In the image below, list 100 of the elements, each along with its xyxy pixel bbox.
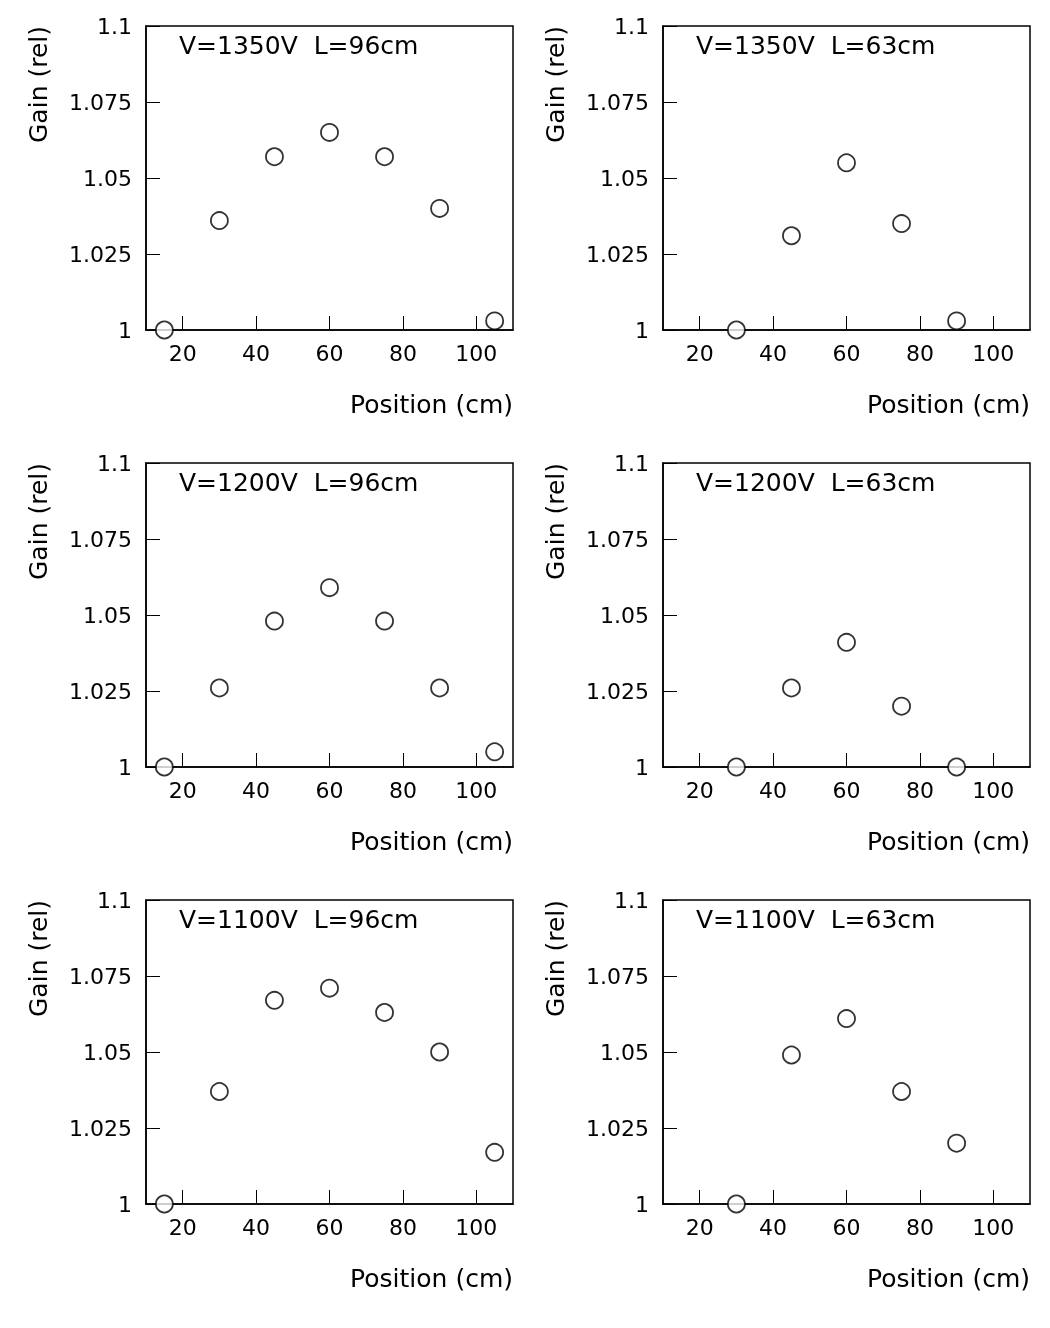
y-axis-title: Gain (rel) — [541, 900, 570, 1017]
y-tick-label: 1.075 — [586, 526, 649, 552]
x-tick-label: 60 — [315, 1214, 344, 1240]
y-tick-label: 1.075 — [586, 89, 649, 115]
x-tick-label: 80 — [905, 340, 934, 366]
x-tick-label: 60 — [832, 777, 861, 803]
chart-title: V=1350V L=63cm — [696, 31, 936, 60]
point — [727, 320, 746, 340]
point — [375, 1003, 394, 1022]
point — [320, 978, 339, 998]
y-tick-label: 1.05 — [600, 165, 649, 191]
x-tick-label: 100 — [455, 340, 498, 366]
point — [210, 1082, 229, 1101]
point — [430, 678, 449, 698]
y-tick-label: 1.1 — [97, 887, 132, 913]
x-tick-label: 40 — [759, 1214, 788, 1240]
x-tick-label: 60 — [315, 777, 344, 803]
point — [947, 311, 966, 331]
y-tick-label: 1.025 — [586, 241, 649, 267]
point — [727, 757, 746, 777]
y-tick-label: 1 — [118, 1191, 132, 1217]
point — [892, 214, 911, 233]
y-tick-label: 1.1 — [97, 13, 132, 39]
point — [320, 578, 339, 598]
y-tick-label: 1.075 — [69, 963, 132, 989]
y-tick-label: 1.075 — [586, 963, 649, 989]
point — [210, 678, 229, 698]
point — [782, 1045, 801, 1065]
x-tick-label: 80 — [905, 1214, 934, 1240]
y-axis-title: Gain (rel) — [24, 900, 53, 1017]
point — [782, 678, 801, 698]
point — [265, 147, 284, 167]
x-tick-label: 40 — [242, 777, 271, 803]
x-tick-label: 20 — [168, 777, 197, 803]
x-tick-label: 40 — [759, 340, 788, 366]
y-tick-label: 1 — [635, 754, 649, 780]
x-tick-label: 20 — [168, 340, 197, 366]
y-axis-title: Gain (rel) — [541, 463, 570, 580]
y-axis-title: Gain (rel) — [24, 26, 53, 143]
point — [265, 611, 284, 631]
point — [727, 1194, 746, 1214]
x-tick-label: 40 — [759, 777, 788, 803]
x-tick-label: 80 — [388, 1214, 417, 1240]
x-axis-title: Position (cm) — [867, 1264, 1030, 1293]
y-tick-label: 1.1 — [614, 887, 649, 913]
y-tick-label: 1 — [635, 1191, 649, 1217]
y-tick-label: 1.05 — [83, 165, 132, 191]
y-tick-label: 1.1 — [97, 450, 132, 476]
y-tick-label: 1.1 — [614, 13, 649, 39]
x-tick-label: 60 — [832, 1214, 861, 1240]
x-tick-label: 20 — [168, 1214, 197, 1240]
x-tick-label: 100 — [972, 777, 1015, 803]
chart-title: V=1100V L=96cm — [179, 905, 419, 934]
y-tick-label: 1.025 — [69, 241, 132, 267]
y-tick-label: 1.025 — [586, 678, 649, 704]
point — [265, 990, 284, 1010]
chart-title: V=1200V L=96cm — [179, 468, 419, 497]
x-tick-label: 80 — [388, 777, 417, 803]
x-tick-label: 40 — [242, 340, 271, 366]
x-tick-label: 60 — [315, 340, 344, 366]
x-tick-label: 100 — [455, 777, 498, 803]
x-tick-label: 20 — [685, 777, 714, 803]
x-axis-title: Position (cm) — [350, 1264, 513, 1293]
y-tick-label: 1.075 — [69, 526, 132, 552]
point — [154, 757, 174, 777]
x-tick-label: 100 — [455, 1214, 498, 1240]
x-tick-label: 60 — [832, 340, 861, 366]
point — [837, 153, 856, 173]
point — [210, 211, 229, 230]
point — [892, 1082, 911, 1101]
y-tick-label: 1.025 — [69, 678, 132, 704]
y-tick-label: 1.05 — [600, 602, 649, 628]
x-axis-title: Position (cm) — [350, 827, 513, 856]
x-tick-label: 20 — [685, 1214, 714, 1240]
x-tick-label: 100 — [972, 340, 1015, 366]
x-tick-label: 40 — [242, 1214, 271, 1240]
y-axis-title: Gain (rel) — [541, 26, 570, 143]
point — [947, 757, 966, 777]
point — [430, 1042, 449, 1062]
point — [154, 1194, 174, 1214]
y-tick-label: 1 — [118, 317, 132, 343]
point — [837, 632, 856, 652]
x-tick-label: 100 — [972, 1214, 1015, 1240]
y-tick-label: 1.05 — [83, 602, 132, 628]
x-axis-title: Position (cm) — [350, 390, 513, 419]
chart-title: V=1100V L=63cm — [696, 905, 936, 934]
point — [485, 1142, 505, 1162]
y-tick-label: 1 — [118, 754, 132, 780]
point — [947, 1133, 966, 1153]
chart-title: V=1200V L=63cm — [696, 468, 936, 497]
y-tick-label: 1.075 — [69, 89, 132, 115]
y-tick-label: 1.05 — [600, 1039, 649, 1065]
y-axis-title: Gain (rel) — [24, 463, 53, 580]
y-tick-label: 1 — [635, 317, 649, 343]
x-tick-label: 20 — [685, 340, 714, 366]
point — [375, 147, 394, 167]
point — [837, 1009, 856, 1028]
y-tick-label: 1.1 — [614, 450, 649, 476]
point — [320, 123, 339, 142]
x-tick-label: 80 — [905, 777, 934, 803]
